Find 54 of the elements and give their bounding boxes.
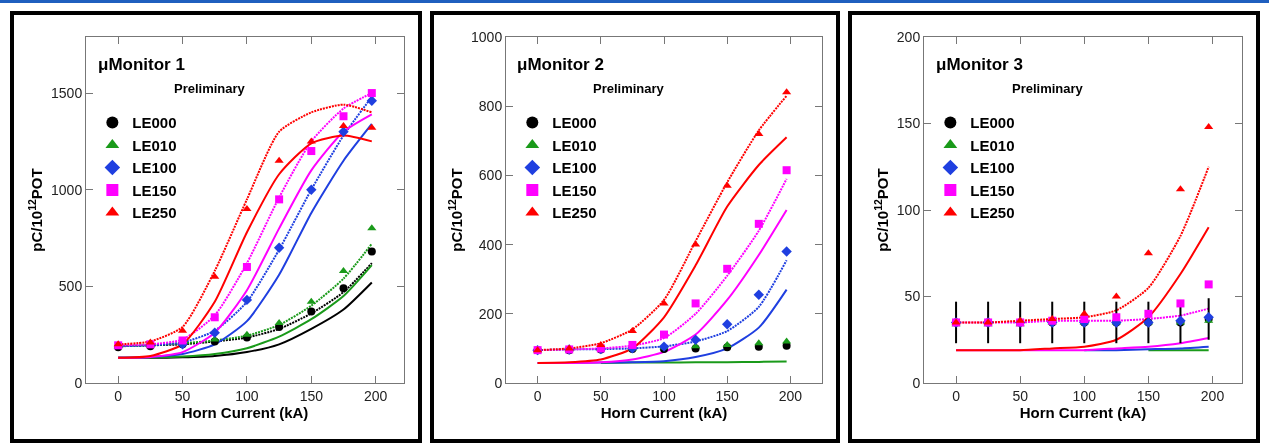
x-tick-label: 100 (652, 387, 676, 404)
y-tick-label: 50 (904, 288, 921, 305)
y-tick-label: 0 (912, 374, 921, 391)
x-tick-label: 200 (364, 387, 388, 404)
legend-label: LE250 (970, 204, 1015, 222)
legend-label: LE000 (552, 114, 597, 132)
legend-label: LE250 (552, 204, 597, 222)
y-tick-label: 200 (478, 305, 503, 322)
annotation: Preliminary (1012, 81, 1084, 96)
x-tick-label: 200 (1200, 387, 1225, 404)
legend-label: LE000 (132, 114, 177, 132)
x-tick-label: 50 (174, 387, 191, 404)
legend-label: LE100 (970, 159, 1015, 177)
x-tick-label: 150 (1136, 387, 1161, 404)
legend-label: LE010 (132, 136, 177, 154)
y-tick-label: 600 (478, 167, 503, 184)
legend-label: LE150 (552, 181, 597, 199)
x-axis-title: Horn Current (kA) (600, 403, 728, 421)
y-tick-label: 1500 (51, 84, 83, 101)
text: μMonitor 3 (936, 55, 1023, 74)
legend-label: LE150 (132, 181, 177, 199)
x-tick-label: 0 (952, 387, 961, 404)
text: μMonitor 1 (98, 55, 185, 74)
x-tick-label: 0 (114, 387, 123, 404)
legend-label: LE010 (970, 136, 1015, 154)
x-tick-label: 0 (533, 387, 542, 404)
x-axis-title: Horn Current (kA) (1019, 403, 1147, 421)
y-tick-label: 1000 (471, 28, 503, 45)
y-tick-label: 1000 (51, 181, 83, 198)
y-tick-label: 800 (478, 98, 503, 115)
legend-label: LE000 (970, 114, 1015, 132)
legend-label: LE250 (132, 204, 177, 222)
legend-label: LE100 (552, 159, 597, 177)
x-axis-title: Horn Current (kA) (181, 403, 309, 421)
y-tick-label: 0 (494, 374, 503, 391)
annotation: Preliminary (174, 81, 246, 96)
y-tick-label: 200 (896, 28, 921, 45)
x-tick-label: 50 (1012, 387, 1029, 404)
x-tick-label: 100 (235, 387, 259, 404)
y-tick-label: 100 (896, 201, 921, 218)
legend-label: LE010 (552, 136, 597, 154)
text: μMonitor 2 (517, 55, 604, 74)
x-tick-label: 150 (299, 387, 324, 404)
x-tick-label: 150 (715, 387, 740, 404)
y-tick-label: 500 (58, 278, 83, 295)
x-tick-label: 50 (593, 387, 609, 404)
annotation: Preliminary (593, 81, 665, 96)
legend-label: LE100 (132, 159, 177, 177)
y-tick-label: 400 (478, 236, 503, 253)
y-tick-label: 0 (74, 374, 83, 391)
x-tick-label: 100 (1072, 387, 1097, 404)
x-tick-label: 200 (778, 387, 803, 404)
y-tick-label: 150 (896, 115, 921, 132)
legend-label: LE150 (970, 181, 1015, 199)
